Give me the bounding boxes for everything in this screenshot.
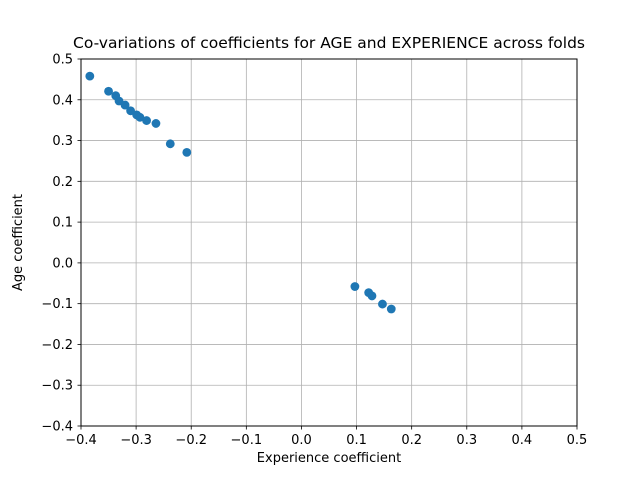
y-tick-label: −0.4 <box>41 420 73 435</box>
x-tick-label: 0.4 <box>512 433 533 448</box>
y-tick-label: 0.0 <box>52 256 73 271</box>
y-tick-label: 0.5 <box>52 53 73 68</box>
y-tick-label: 0.2 <box>52 175 73 190</box>
scatter-point <box>120 100 130 110</box>
x-tick-label: −0.4 <box>65 433 97 448</box>
x-tick-label: −0.1 <box>231 433 263 448</box>
scatter-point <box>350 282 360 291</box>
y-tick-label: −0.1 <box>41 297 73 312</box>
x-tick-label: 0.1 <box>346 433 367 448</box>
tick-labels: −0.4 −0.3 −0.2 −0.1 0.0 0.1 0.2 0.3 0.4 0.5 −0.4 −0… <box>41 53 587 449</box>
x-tick-label: −0.3 <box>120 433 152 448</box>
scatter-point <box>104 86 113 96</box>
scatter-point <box>135 112 145 122</box>
scatter-point <box>378 299 387 309</box>
scatter-point <box>182 147 192 157</box>
y-tick-label: −0.3 <box>41 379 73 394</box>
axes-spines <box>80 58 578 427</box>
y-tick-label: 0.1 <box>52 216 73 231</box>
scatter-point <box>165 139 175 149</box>
scatter-point <box>142 116 151 125</box>
x-tick-label: 0.0 <box>291 433 312 448</box>
y-tick-label: 0.3 <box>52 134 73 149</box>
scatter-point <box>386 304 396 314</box>
chart-title: Co-variations of coefficients for AGE an… <box>73 34 585 52</box>
y-tick-label: 0.4 <box>52 93 73 108</box>
y-tick-label: −0.2 <box>41 338 73 353</box>
grid-lines <box>80 58 578 427</box>
x-tick-label: 0.5 <box>567 433 588 448</box>
scatter-point <box>367 291 377 301</box>
scatter-point <box>85 71 95 81</box>
tick-marks <box>77 58 578 430</box>
y-axis-label: Age coefficient <box>11 194 26 291</box>
data-points <box>85 71 396 314</box>
x-axis-label: Experience coefficient <box>257 451 401 466</box>
x-tick-label: −0.2 <box>175 433 207 448</box>
scatter-point <box>151 119 161 128</box>
x-tick-label: 0.3 <box>456 433 477 448</box>
x-tick-label: 0.2 <box>401 433 422 448</box>
